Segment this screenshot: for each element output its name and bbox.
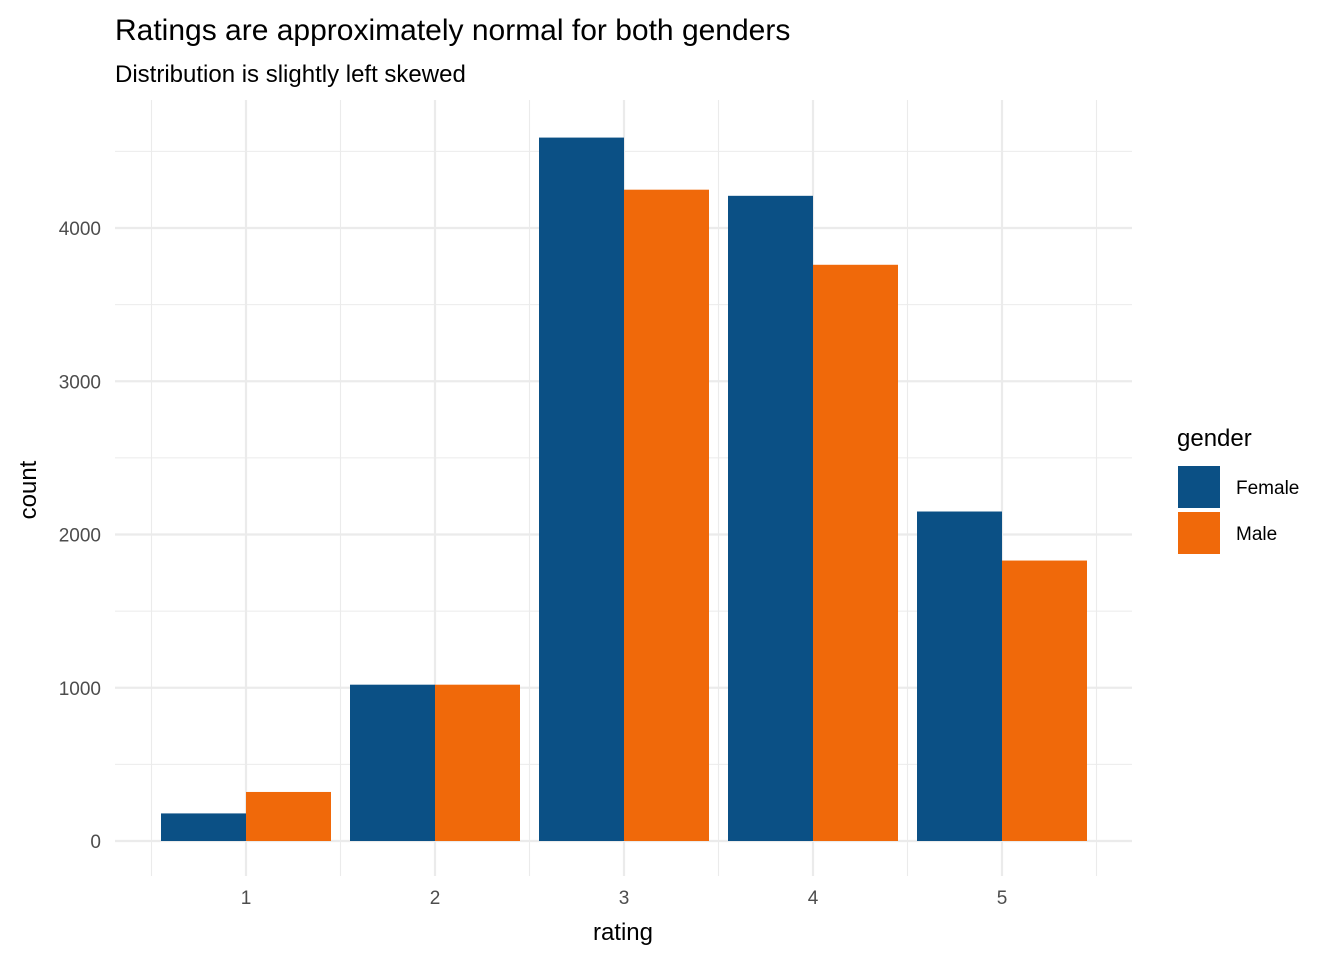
bar-female-rating-5: [917, 511, 1002, 841]
bar-male-rating-4: [813, 264, 898, 841]
y-axis-ticks: 0 1000 2000 3000 4000: [59, 219, 101, 853]
chart-subtitle: Distribution is slightly left skewed: [115, 61, 466, 88]
x-tick-label: 2: [430, 888, 441, 909]
legend-title: gender: [1177, 425, 1252, 452]
x-tick-label: 1: [241, 888, 252, 909]
legend: gender Female Male: [1177, 425, 1299, 554]
legend-swatch-male: [1178, 512, 1220, 554]
x-tick-label: 5: [997, 888, 1008, 909]
x-axis-ticks: 1 2 3 4 5: [241, 888, 1008, 909]
y-tick-label: 2000: [59, 526, 101, 547]
bar-female-rating-2: [350, 684, 435, 841]
bar-male-rating-2: [435, 684, 520, 841]
x-tick-label: 3: [619, 888, 630, 909]
bar-male-rating-5: [1002, 560, 1087, 841]
y-tick-label: 0: [90, 832, 101, 853]
x-tick-label: 4: [808, 888, 819, 909]
bar-female-rating-4: [728, 195, 813, 841]
y-tick-label: 3000: [59, 372, 101, 393]
bars: [161, 137, 1087, 841]
legend-items: Female Male: [1178, 466, 1299, 554]
bar-female-rating-1: [161, 813, 246, 841]
bar-male-rating-1: [246, 791, 331, 841]
y-tick-label: 1000: [59, 679, 101, 700]
y-tick-label: 4000: [59, 219, 101, 240]
legend-label-female: Female: [1236, 478, 1299, 499]
y-axis-title: count: [15, 460, 42, 519]
legend-label-male: Male: [1236, 524, 1277, 545]
legend-swatch-female: [1178, 466, 1220, 508]
x-axis-title: rating: [593, 919, 653, 946]
bar-male-rating-3: [624, 189, 709, 841]
chart-title: Ratings are approximately normal for bot…: [115, 14, 790, 47]
bar-female-rating-3: [539, 137, 624, 841]
